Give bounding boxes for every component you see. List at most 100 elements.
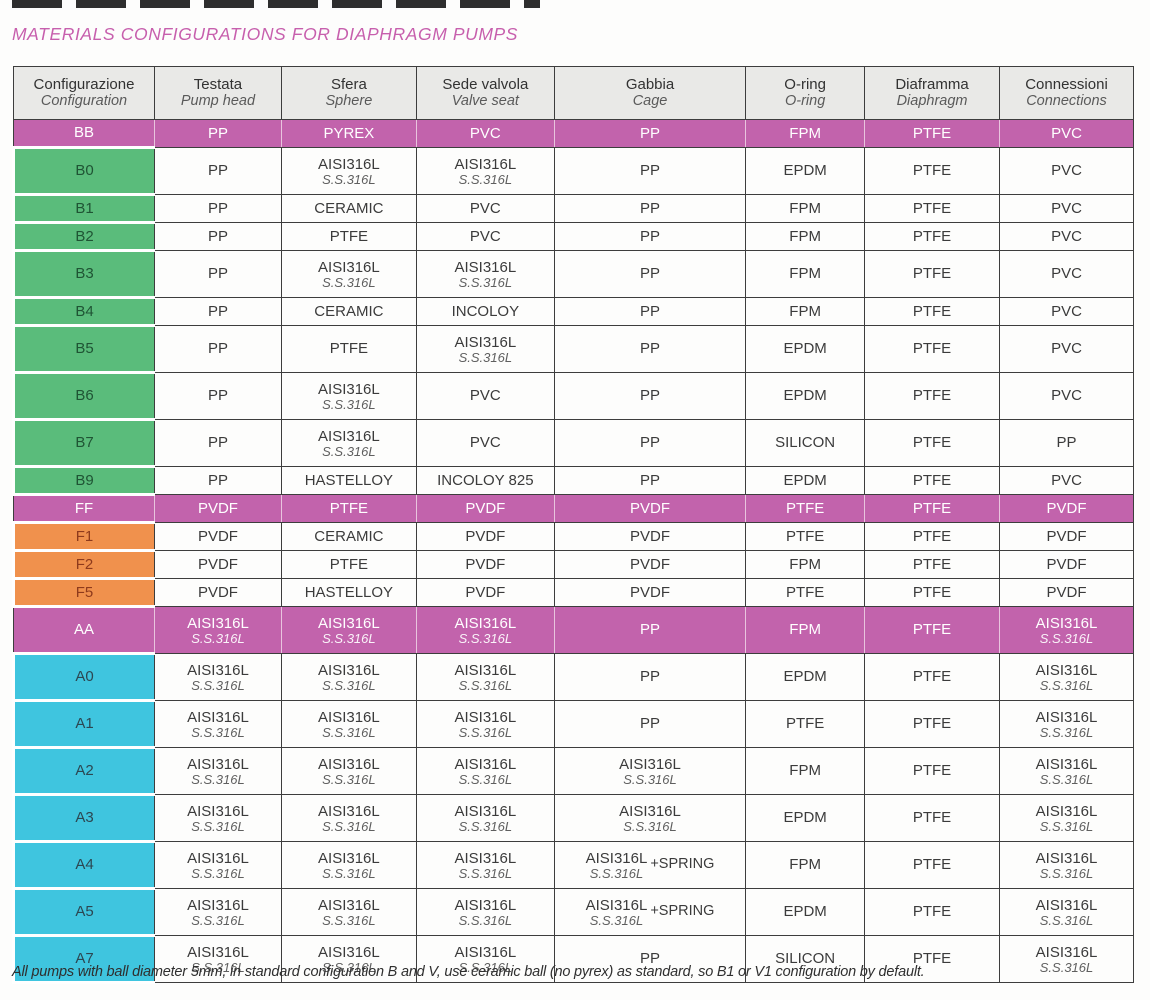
table-row-f1: F1 PVDF CERAMIC PVDF PVDF PTFE PTFE PVDF [12,521,1134,552]
table-row-b0: B0 PP AISI316L S.S.316L AISI316L S.S.316L PP EP… [12,146,1134,196]
cell-bb-cage: PP [553,119,747,148]
cell-a3-cage: AISI316L S.S.316L [553,794,747,842]
cell-f5-valve-seat: PVDF [415,578,555,607]
column-header-connections: Connessioni Connections [999,66,1134,120]
table-row-f2: F2 PVDF PTFE PVDF PVDF FPM PTFE PVDF [12,549,1134,580]
cell-a7-cage: PP [553,935,747,983]
cell-a4-diaphragm: PTFE [864,841,1000,889]
table-row-f5: F5 PVDF HASTELLOY PVDF PVDF PTFE PTFE PVDF [12,577,1134,608]
cell-b5-connections: PVC [999,325,1134,373]
table-row-a5: A5 AISI316L S.S.316L AISI316L S.S.316L AISI31… [12,887,1134,937]
config-cell-f2: F2 [12,549,155,580]
cell-a5-pump-head: AISI316L S.S.316L [154,888,282,936]
cell-a4-valve-seat: AISI316L S.S.316L [415,841,555,889]
cell-f1-valve-seat: PVDF [415,522,555,551]
cell-ff-valve-seat: PVDF [415,494,555,523]
cell-b1-pump-head: PP [154,194,282,223]
cell-a3-connections: AISI316L S.S.316L [999,794,1134,842]
cell-b2-o-ring: FPM [745,222,866,251]
cell-a2-o-ring: FPM [745,747,866,795]
config-cell-f1: F1 [12,521,155,552]
cell-b3-sphere: AISI316L S.S.316L [280,250,417,298]
cell-b5-sphere: PTFE [280,325,417,373]
cell-f2-connections: PVDF [999,550,1134,579]
cell-f1-pump-head: PVDF [154,522,282,551]
table-row-a7: A7 AISI316L S.S.316L AISI316L S.S.316L AISI31… [12,934,1134,984]
cell-a7-connections: AISI316L S.S.316L [999,935,1134,983]
cell-b4-cage: PP [553,297,747,326]
cell-b1-o-ring: FPM [745,194,866,223]
cell-f5-cage: PVDF [553,578,747,607]
cell-a5-sphere: AISI316L S.S.316L [280,888,417,936]
cell-aa-pump-head: AISI316L S.S.316L [154,606,282,654]
cell-b6-connections: PVC [999,372,1134,420]
cell-a7-pump-head: AISI316L S.S.316L [154,935,282,983]
cell-a0-pump-head: AISI316L S.S.316L [154,653,282,701]
cell-f2-pump-head: PVDF [154,550,282,579]
cell-f2-o-ring: FPM [745,550,866,579]
cell-b7-o-ring: SILICON [745,419,866,467]
table-row-b7: B7 PP AISI316L S.S.316L PVC PP SILICON PTFE PP [12,418,1134,468]
cell-b6-valve-seat: PVC [415,372,555,420]
cell-a0-o-ring: EPDM [745,653,866,701]
cell-b3-connections: PVC [999,250,1134,298]
cell-ff-cage: PVDF [553,494,747,523]
cell-a0-diaphragm: PTFE [864,653,1000,701]
cell-a0-cage: PP [553,653,747,701]
config-cell-a0: A0 [12,652,155,702]
cell-ff-o-ring: PTFE [745,494,866,523]
cell-b0-connections: PVC [999,147,1134,195]
cell-ff-sphere: PTFE [280,494,417,523]
cell-a5-connections: AISI316L S.S.316L [999,888,1134,936]
cell-a4-cage: AISI316L S.S.316L +SPRING [553,841,747,889]
cell-b2-valve-seat: PVC [415,222,555,251]
cell-b2-cage: PP [553,222,747,251]
cropped-text-remnant [12,0,540,8]
cell-bb-valve-seat: PVC [415,119,555,148]
cell-a2-valve-seat: AISI316L S.S.316L [415,747,555,795]
cell-b1-diaphragm: PTFE [864,194,1000,223]
config-cell-b1: B1 [12,193,155,224]
table-row-ff: FF PVDF PTFE PVDF PVDF PTFE PTFE PVDF [13,494,1134,523]
cell-f1-diaphragm: PTFE [864,522,1000,551]
table-row-aa: AA AISI316L S.S.316L AISI316L S.S.316L AISI31… [13,606,1134,654]
config-cell-b3: B3 [12,249,155,299]
config-cell-b5: B5 [12,324,155,374]
cell-b3-diaphragm: PTFE [864,250,1000,298]
cell-a0-connections: AISI316L S.S.316L [999,653,1134,701]
cell-b9-cage: PP [553,466,747,495]
table-row-b4: B4 PP CERAMIC INCOLOY PP FPM PTFE PVC [12,296,1134,327]
cell-b9-valve-seat: INCOLOY 825 [415,466,555,495]
cell-bb-o-ring: FPM [745,119,866,148]
cell-f5-sphere: HASTELLOY [280,578,417,607]
cell-a5-valve-seat: AISI316L S.S.316L [415,888,555,936]
cell-b2-diaphragm: PTFE [864,222,1000,251]
column-header-diaphragm: Diaframma Diaphragm [864,66,1000,120]
cell-aa-diaphragm: PTFE [864,606,1000,654]
cell-b1-valve-seat: PVC [415,194,555,223]
cell-aa-connections: AISI316L S.S.316L [999,606,1134,654]
cell-b9-pump-head: PP [154,466,282,495]
cell-b7-sphere: AISI316L S.S.316L [280,419,417,467]
config-cell-a4: A4 [12,840,155,890]
table-row-a1: A1 AISI316L S.S.316L AISI316L S.S.316L AISI31… [12,699,1134,749]
config-cell-b9: B9 [12,465,155,496]
cell-b2-pump-head: PP [154,222,282,251]
cell-b5-o-ring: EPDM [745,325,866,373]
config-cell-b7: B7 [12,418,155,468]
cell-b7-diaphragm: PTFE [864,419,1000,467]
table-row-a4: A4 AISI316L S.S.316L AISI316L S.S.316L AISI31… [12,840,1134,890]
config-cell-a1: A1 [12,699,155,749]
cell-a5-o-ring: EPDM [745,888,866,936]
cell-b6-sphere: AISI316L S.S.316L [280,372,417,420]
cell-f1-connections: PVDF [999,522,1134,551]
cell-f5-connections: PVDF [999,578,1134,607]
table-row-b9: B9 PP HASTELLOY INCOLOY 825 PP EPDM PTFE PVC [12,465,1134,496]
cell-b6-pump-head: PP [154,372,282,420]
cell-b5-valve-seat: AISI316L S.S.316L [415,325,555,373]
cell-a7-sphere: AISI316L S.S.316L [280,935,417,983]
cell-f2-cage: PVDF [553,550,747,579]
cell-b7-cage: PP [553,419,747,467]
footnote: All pumps with ball diameter 5mm, in sta… [12,964,925,980]
